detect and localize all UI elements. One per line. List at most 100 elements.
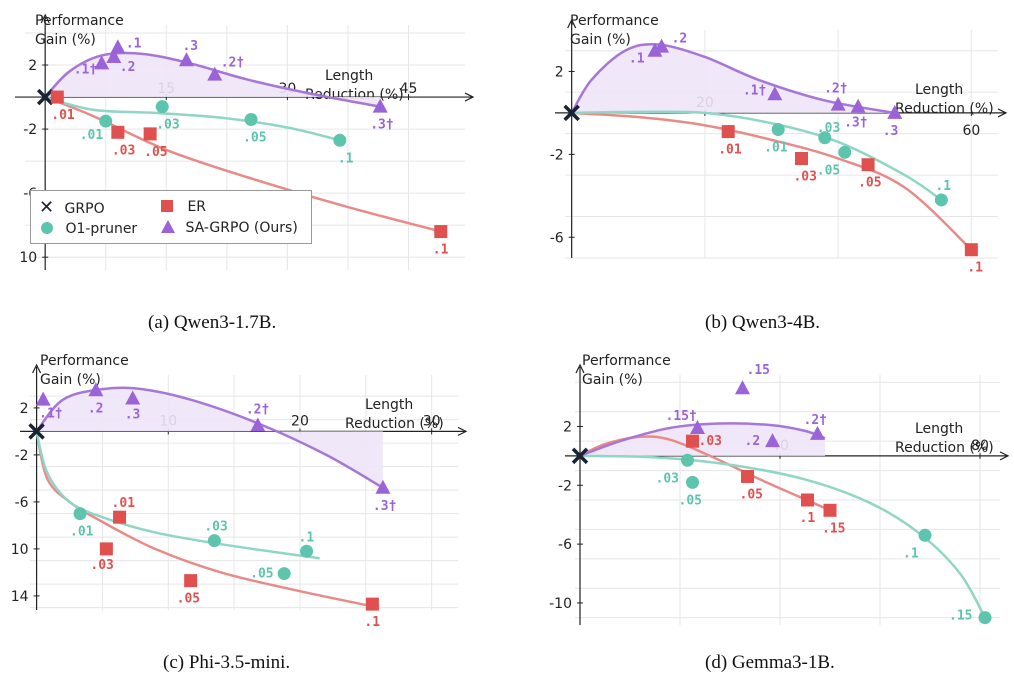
- x-axis-arrow: [457, 426, 468, 436]
- sa-marker: [765, 433, 780, 448]
- o1-marker: [771, 122, 785, 136]
- er-data-label: .15: [822, 521, 845, 536]
- sa-marker: [830, 96, 846, 111]
- x-tick-label: 45: [400, 81, 418, 97]
- sa-curve: [35, 386, 384, 489]
- y-tick-label: -2: [15, 448, 29, 464]
- sa-data-label: .15†: [666, 409, 697, 424]
- o1-marker: [818, 131, 832, 145]
- grpo-marker-stroke: [36, 88, 54, 106]
- sa-data-label: .1: [629, 52, 645, 67]
- y-tick-label: -2: [550, 147, 564, 163]
- grpo-marker: [36, 88, 54, 106]
- legend-er-label: ER: [187, 199, 207, 215]
- y-axis-arrow: [40, 13, 50, 24]
- o1-marker: [333, 133, 347, 147]
- sa-curve: [570, 42, 895, 115]
- sa-data-label: .15: [747, 363, 770, 378]
- grpo-marker-icon: ✕: [39, 197, 55, 218]
- caption-d: (d) Gemma3-1B.: [705, 652, 835, 673]
- er-data-label: .01: [51, 108, 75, 123]
- y-axis-label: Performance: [35, 13, 124, 29]
- y-axis-arrow: [575, 363, 585, 374]
- sa-data-label: .2: [120, 60, 136, 75]
- o1-marker: [155, 100, 169, 114]
- sa-data-label: .3: [182, 39, 198, 54]
- chart-panel-a: 1530452-2-610PerformanceGain (%)LengthRe…: [0, 0, 500, 300]
- grid: [575, 375, 1000, 625]
- grpo-marker-stroke: [571, 447, 589, 465]
- er-marker-icon: [161, 200, 173, 212]
- o1-marker: [300, 544, 314, 558]
- er-marker: [365, 597, 379, 611]
- sa-area-fill: [580, 423, 825, 456]
- sa-marker: [125, 390, 141, 405]
- sa-data-label: .2: [672, 32, 688, 47]
- o1-data-label: .15: [949, 609, 972, 624]
- caption-a: (a) Qwen3-1.7B.: [148, 312, 277, 333]
- legend-grpo-label: GRPO: [64, 201, 105, 217]
- y-axis-arrow: [32, 363, 42, 374]
- o1-data-label: .05: [243, 130, 266, 145]
- caption-b: (b) Qwen3-4B.: [705, 312, 821, 333]
- sa-data-label: .2†: [804, 413, 827, 428]
- x-axis-arrow: [999, 451, 1010, 461]
- y-tick-label: 10: [11, 542, 29, 558]
- x-axis-label: Length: [365, 397, 413, 413]
- sa-marker: [35, 391, 51, 406]
- er-data-label: .05: [177, 592, 200, 607]
- sa-marker: [88, 382, 104, 397]
- chart-a: 1530452-2-610PerformanceGain (%)LengthRe…: [15, 13, 475, 270]
- legend-sa-label: SA-GRPO (Ours): [185, 220, 298, 236]
- x-tick-label: 20: [291, 413, 309, 429]
- sa-marker: [110, 39, 126, 54]
- o1-data-label: .03: [656, 471, 679, 486]
- sa-data-label: .2: [88, 401, 104, 416]
- grpo-marker: [571, 447, 589, 465]
- x-tick-label: 80: [971, 438, 989, 454]
- er-data-label: .05: [144, 145, 167, 160]
- sa-data-label: .3: [125, 408, 141, 423]
- o1-data-label: .01: [764, 140, 788, 155]
- y-tick-label: 2: [28, 58, 37, 74]
- grpo-marker-stroke: [28, 423, 45, 440]
- y-axis-label: Gain (%): [40, 372, 101, 388]
- o1-data-label: .1: [299, 530, 315, 545]
- x-axis-label: Reduction (%): [895, 101, 994, 117]
- o1-marker: [978, 611, 992, 625]
- x-axis-arrow: [464, 92, 475, 102]
- sa-marker: [94, 55, 110, 70]
- x-axis-label: Length: [325, 68, 373, 84]
- legend: ✕ GRPO ER O1-pruner SA-GRPO (Ours): [30, 190, 312, 244]
- grpo-marker: [28, 423, 45, 440]
- sa-area-fill: [36, 387, 383, 488]
- er-marker: [143, 127, 157, 141]
- o1-data-label: .1: [338, 151, 354, 166]
- o1-marker: [277, 567, 291, 581]
- y-axis-label: Gain (%): [570, 32, 631, 48]
- er-data-label: .05: [740, 487, 763, 502]
- o1-marker: [838, 145, 852, 159]
- er-data-label: .03: [90, 558, 113, 573]
- sa-marker: [106, 49, 122, 64]
- y-tick-label: 2: [20, 401, 29, 417]
- y-axis-label: Gain (%): [582, 372, 643, 388]
- caption-c: (c) Phi-3.5-mini.: [163, 652, 291, 673]
- er-marker: [99, 542, 113, 556]
- er-marker: [801, 493, 814, 507]
- sa-data-label: .1†: [743, 83, 766, 98]
- o1-curve: [571, 110, 943, 201]
- er-marker: [741, 469, 754, 483]
- o1-data-label: .1: [935, 179, 951, 194]
- o1-data-label: .03: [156, 118, 179, 133]
- sa-data-label: .3: [883, 124, 899, 139]
- x-axis-label: Length: [915, 82, 963, 98]
- sa-curve: [44, 51, 381, 108]
- er-marker: [184, 574, 198, 588]
- o1-marker: [681, 453, 694, 467]
- y-tick-label: -6: [558, 537, 572, 553]
- o1-data-label: .03: [817, 121, 840, 136]
